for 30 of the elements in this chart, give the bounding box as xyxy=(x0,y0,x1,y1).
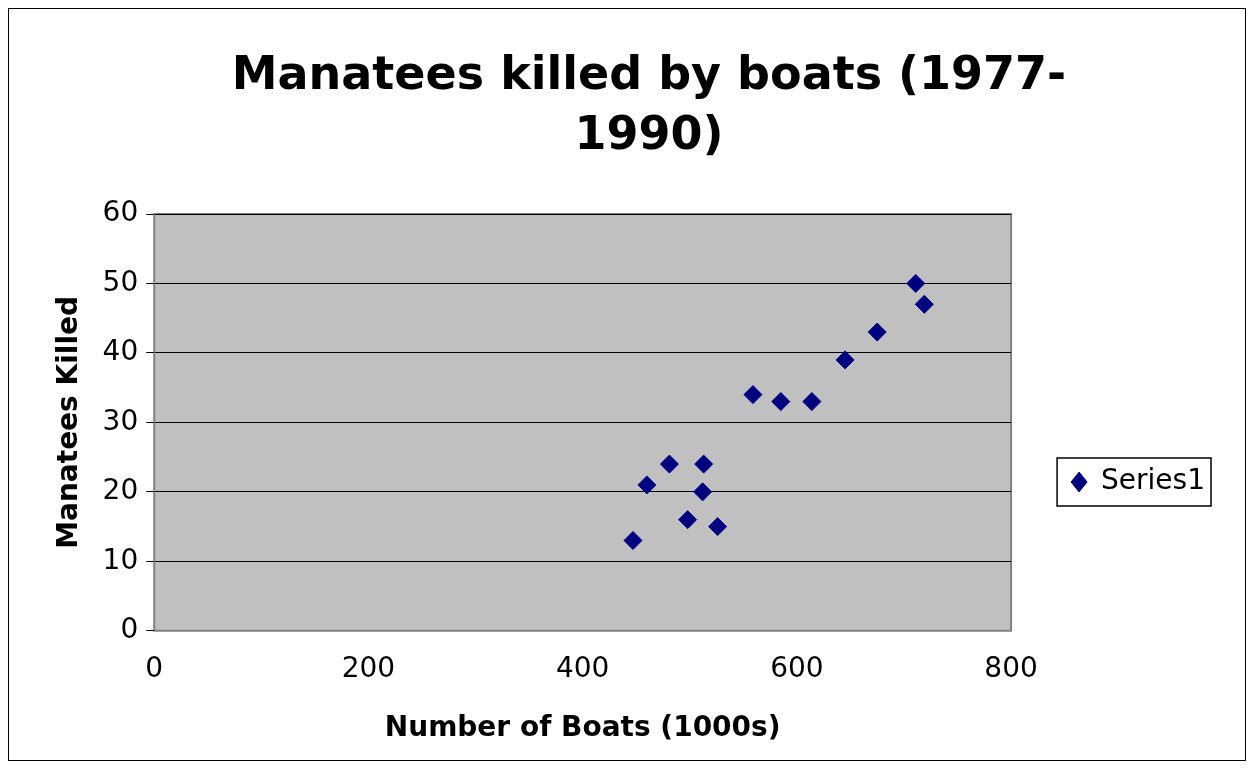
point xyxy=(694,454,714,474)
y-tick-label: 0 xyxy=(120,612,139,646)
x-tick-label: 600 xyxy=(770,650,824,684)
legend-label: Series1 xyxy=(1101,463,1205,497)
point xyxy=(802,392,822,412)
y-tick-label: 60 xyxy=(102,195,139,229)
chart-title: Manatees killed by boats (1977-1990) xyxy=(230,45,1068,162)
x-tick-label: 200 xyxy=(341,650,396,684)
point xyxy=(659,454,679,474)
y-tick-label: 10 xyxy=(102,542,139,576)
point xyxy=(835,350,855,370)
y-tick-label: 30 xyxy=(102,403,139,437)
point xyxy=(743,385,763,405)
point xyxy=(623,530,643,550)
x-tick-label: 800 xyxy=(984,650,1038,684)
y-tick-label: 20 xyxy=(102,473,139,507)
x-tick-label: 400 xyxy=(555,650,610,684)
y-tick-label: 50 xyxy=(102,264,139,298)
point xyxy=(678,510,698,530)
point xyxy=(906,273,926,293)
point xyxy=(708,517,728,537)
y-axis-title: Manatees Killed xyxy=(51,295,85,549)
point xyxy=(771,392,791,412)
point xyxy=(693,482,713,502)
point xyxy=(637,475,657,495)
x-axis-title: Number of Boats (1000s) xyxy=(384,710,781,744)
point xyxy=(914,294,934,314)
x-tick-label: 0 xyxy=(145,650,164,684)
y-tick-label: 40 xyxy=(102,334,139,368)
point xyxy=(867,322,887,342)
